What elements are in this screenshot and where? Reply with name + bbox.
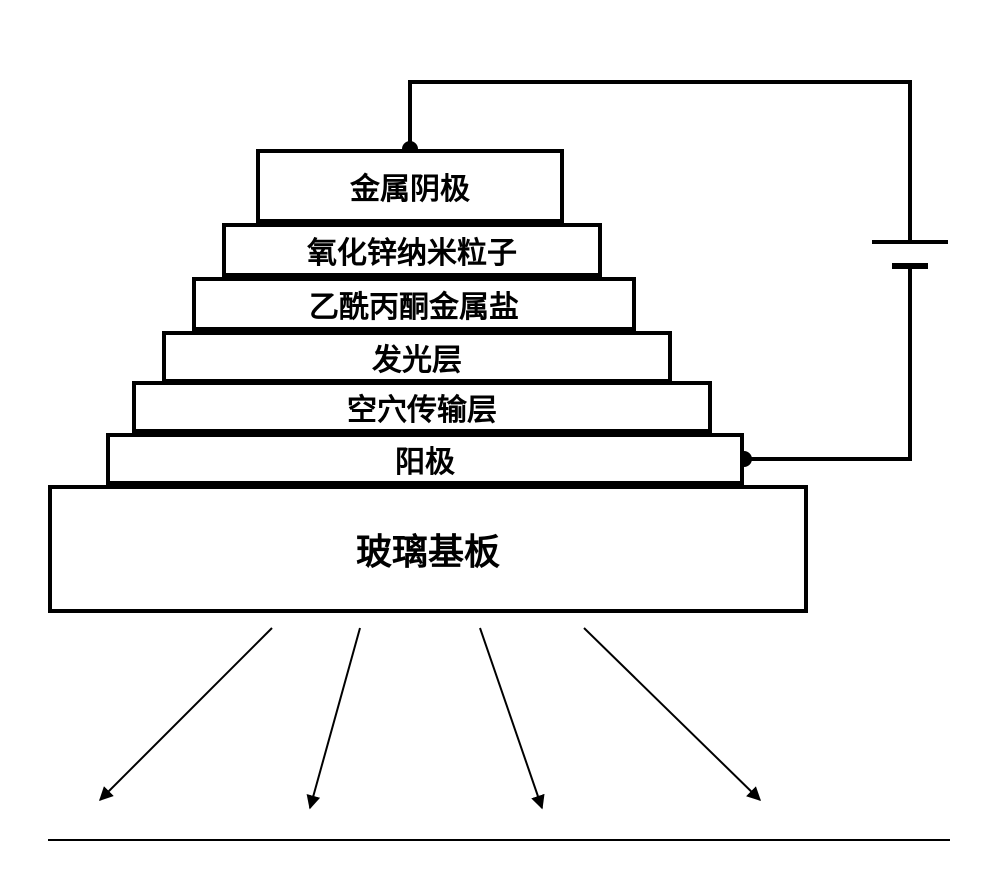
layer-substrate: 玻璃基板 bbox=[48, 485, 808, 613]
layer-anode: 阳极 bbox=[106, 433, 744, 485]
layer-acac: 乙酰丙酮金属盐 bbox=[192, 277, 636, 331]
layer-htl: 空穴传输层 bbox=[132, 381, 712, 433]
layer-cathode: 金属阴极 bbox=[256, 149, 564, 223]
layer-zno: 氧化锌纳米粒子 bbox=[222, 223, 602, 277]
layer-eml: 发光层 bbox=[162, 331, 672, 383]
diagram-stage: 金属阴极氧化锌纳米粒子乙酰丙酮金属盐发光层空穴传输层阳极玻璃基板 bbox=[0, 0, 1000, 896]
